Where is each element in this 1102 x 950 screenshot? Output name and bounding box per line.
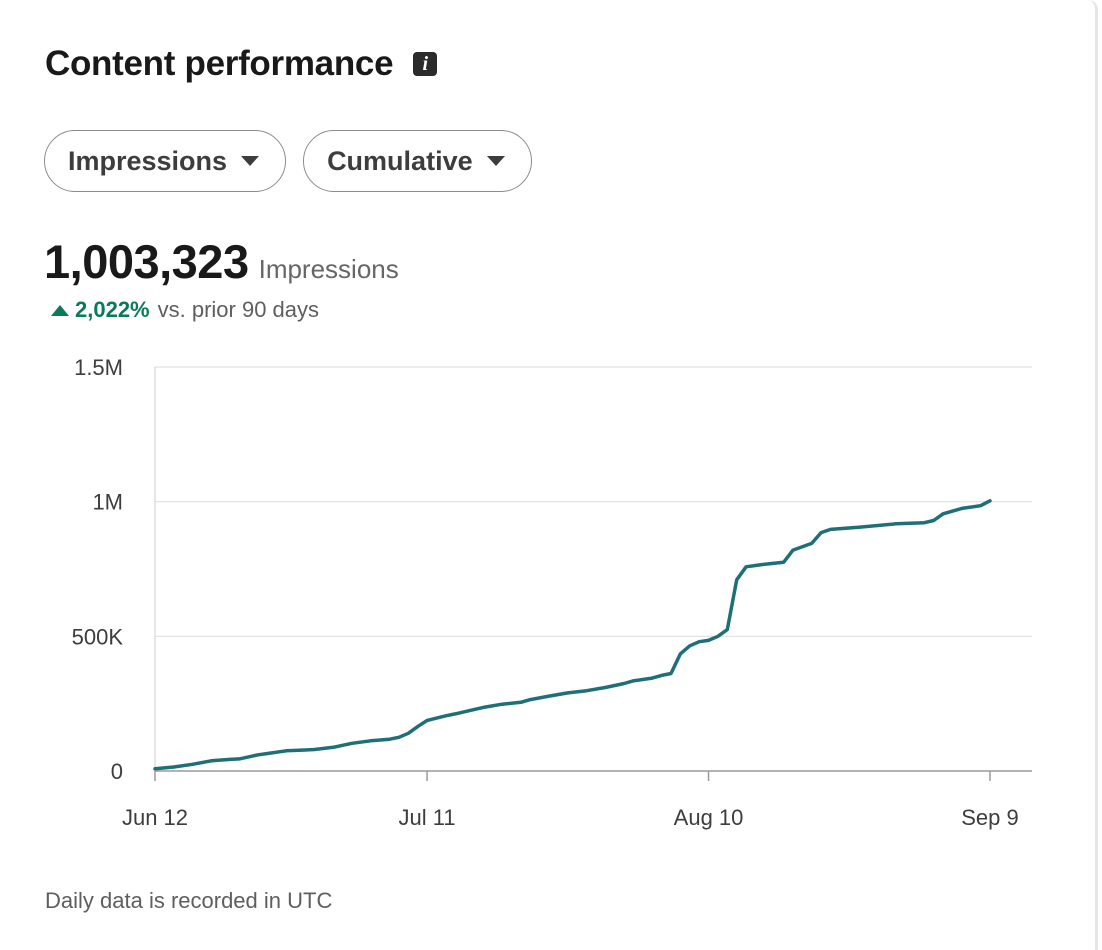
x-tick-label: Jul 11 <box>399 805 456 830</box>
y-tick-label: 0 <box>111 759 123 784</box>
series-line <box>153 499 992 771</box>
info-icon[interactable]: i <box>413 52 438 76</box>
change-percent: 2,022% <box>75 297 150 322</box>
tick-labels: 0 500K 1M 1.5M Jun 12 Jul 11 Aug 10 Sep 9 <box>72 355 1019 830</box>
impressions-line-chart: 0 500K 1M 1.5M Jun 12 Jul 11 Aug 10 Sep 9 <box>72 355 1032 830</box>
metric-label: Impressions <box>258 254 399 284</box>
axes <box>154 367 1032 781</box>
grid-lines <box>155 366 1032 637</box>
metric-value: 1,003,323 <box>44 235 249 288</box>
y-tick-label: 1M <box>92 490 123 515</box>
summary-metric: 1,003,323 Impressions <box>44 234 399 289</box>
change-indicator: 2,022% vs. prior 90 days <box>51 297 319 323</box>
card-title: Content performance <box>45 44 394 83</box>
x-tick-label: Sep 9 <box>961 805 1019 830</box>
y-tick-label: 500K <box>72 624 124 649</box>
change-period: vs. prior 90 days <box>157 297 320 322</box>
card-header: Content performance i <box>45 44 438 84</box>
series-layer <box>153 499 992 771</box>
x-tick-label: Aug 10 <box>674 805 744 830</box>
caret-down-icon <box>241 156 260 166</box>
y-tick-label: 1.5M <box>74 355 123 380</box>
x-tick-label: Jun 12 <box>122 805 188 830</box>
footnote: Daily data is recorded in UTC <box>45 888 333 913</box>
metric-dropdown[interactable]: Impressions <box>44 130 287 192</box>
mode-dropdown[interactable]: Cumulative <box>303 130 532 192</box>
caret-down-icon <box>486 156 505 166</box>
triangle-up-icon <box>51 304 69 316</box>
mode-dropdown-label: Cumulative <box>327 145 473 176</box>
metric-dropdown-label: Impressions <box>68 145 228 176</box>
filter-bar: Impressions Cumulative <box>44 130 532 192</box>
